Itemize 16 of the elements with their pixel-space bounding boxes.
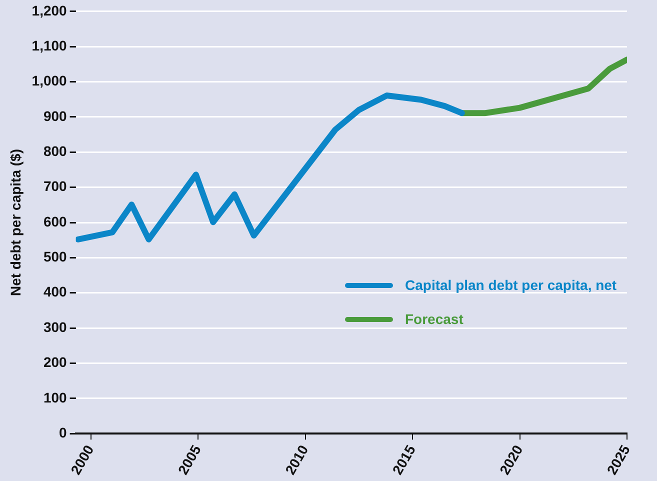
y-tick-label: 600 (43, 213, 68, 230)
y-tick-label: 0 (59, 424, 68, 440)
legend-label: Forecast (405, 311, 464, 328)
y-tick-label: 1,100 (32, 37, 68, 54)
y-tick-label: 700 (43, 178, 68, 194)
y-tick-label: 400 (43, 284, 68, 300)
y-tick-label: 900 (43, 108, 68, 124)
y-tick-label: 500 (43, 248, 68, 265)
y-tick-label: 800 (43, 143, 68, 159)
legend-label: Capital plan debt per capita, net (405, 277, 617, 294)
y-tick-label: 1,200 (32, 2, 68, 18)
y-axis-title: Net debt per capita ($) (7, 149, 24, 296)
y-tick-label: 1,000 (32, 72, 68, 89)
y-tick-label: 200 (43, 354, 68, 370)
y-tick-label: 100 (43, 389, 68, 406)
y-tick-label: 300 (43, 318, 68, 335)
